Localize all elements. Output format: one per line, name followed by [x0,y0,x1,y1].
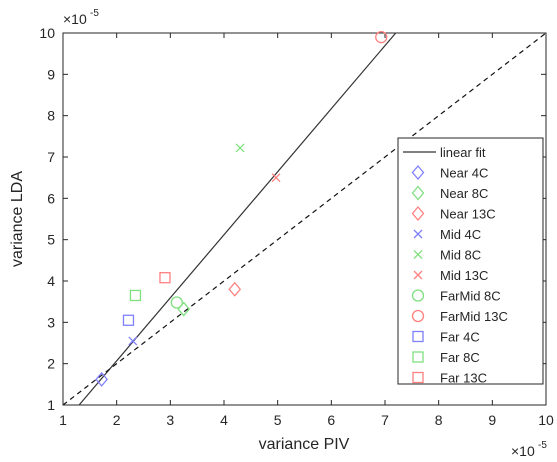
x-tick-label: 1 [59,412,67,428]
data-point [129,289,142,302]
legend-marker [413,229,423,239]
legend-label: Near 8C [440,186,488,201]
legend-label: Mid 4C [440,227,481,242]
legend-label: Near 4C [440,166,488,181]
legend-label: Far 13C [440,371,487,386]
y-exponent-base: ×10 [63,11,87,27]
legend-label: Near 13C [440,207,496,222]
x-axis-label: variance PIV [259,436,350,453]
legend-label: Far 4C [440,330,480,345]
reference-dashed-line [62,32,547,406]
data-point [170,296,183,309]
y-tick-label: 4 [47,273,55,289]
legend-box [397,137,544,385]
legend-label: linear fit [440,145,486,160]
legend-marker [411,205,425,222]
x-exponent-power: -5 [538,440,547,451]
legend-marker [413,250,423,259]
y-tick-label: 2 [47,356,55,372]
linear-fit-line [78,32,397,406]
y-tick-label: 1 [47,397,55,413]
y-tick-label: 8 [47,108,55,124]
y-tick-label: 5 [47,232,55,248]
x-tick-label: 5 [274,412,282,428]
legend-label: FarMid 8C [440,289,501,304]
x-tick-label: 7 [381,412,389,428]
y-tick-label: 3 [47,314,55,330]
y-tick-label: 6 [47,190,55,206]
data-point [375,30,388,44]
x-tick-label: 6 [327,412,335,428]
data-point [235,143,245,153]
data-point [271,173,281,183]
legend-label: Mid 13C [440,268,488,283]
legend-marker [412,371,424,384]
y-axis-label: variance LDA [9,171,26,267]
y-exponent-power: -5 [90,8,99,19]
legend: linear fit Near 4C Near 8C Near 13C Mid 4C Mi… [397,137,544,386]
x-tick-label: 2 [113,412,121,428]
legend-label: Far 8C [440,350,480,365]
legend-marker [411,289,425,302]
data-point [128,336,138,346]
legend-label: FarMid 13C [440,309,508,324]
y-tick-label: 10 [39,25,55,41]
legend-marker [411,185,425,201]
legend-marker [411,164,425,181]
data-point [95,371,108,387]
legend-marker [412,330,424,343]
data-point [122,314,135,326]
legend-marker [413,270,423,280]
legend-marker [411,309,425,323]
x-tick-label: 4 [220,412,228,428]
y-tick-label: 7 [47,149,55,165]
x-tick-label: 9 [488,412,496,428]
legend-marker [412,351,424,363]
x-tick-label: 3 [166,412,174,428]
data-point [159,272,171,284]
legend-label: Mid 8C [440,248,481,263]
x-exponent-base: ×10 [511,443,535,459]
y-tick-label: 9 [47,66,55,82]
data-point [228,281,242,297]
x-tick-label: 8 [435,412,443,428]
x-tick-label: 10 [538,412,554,428]
